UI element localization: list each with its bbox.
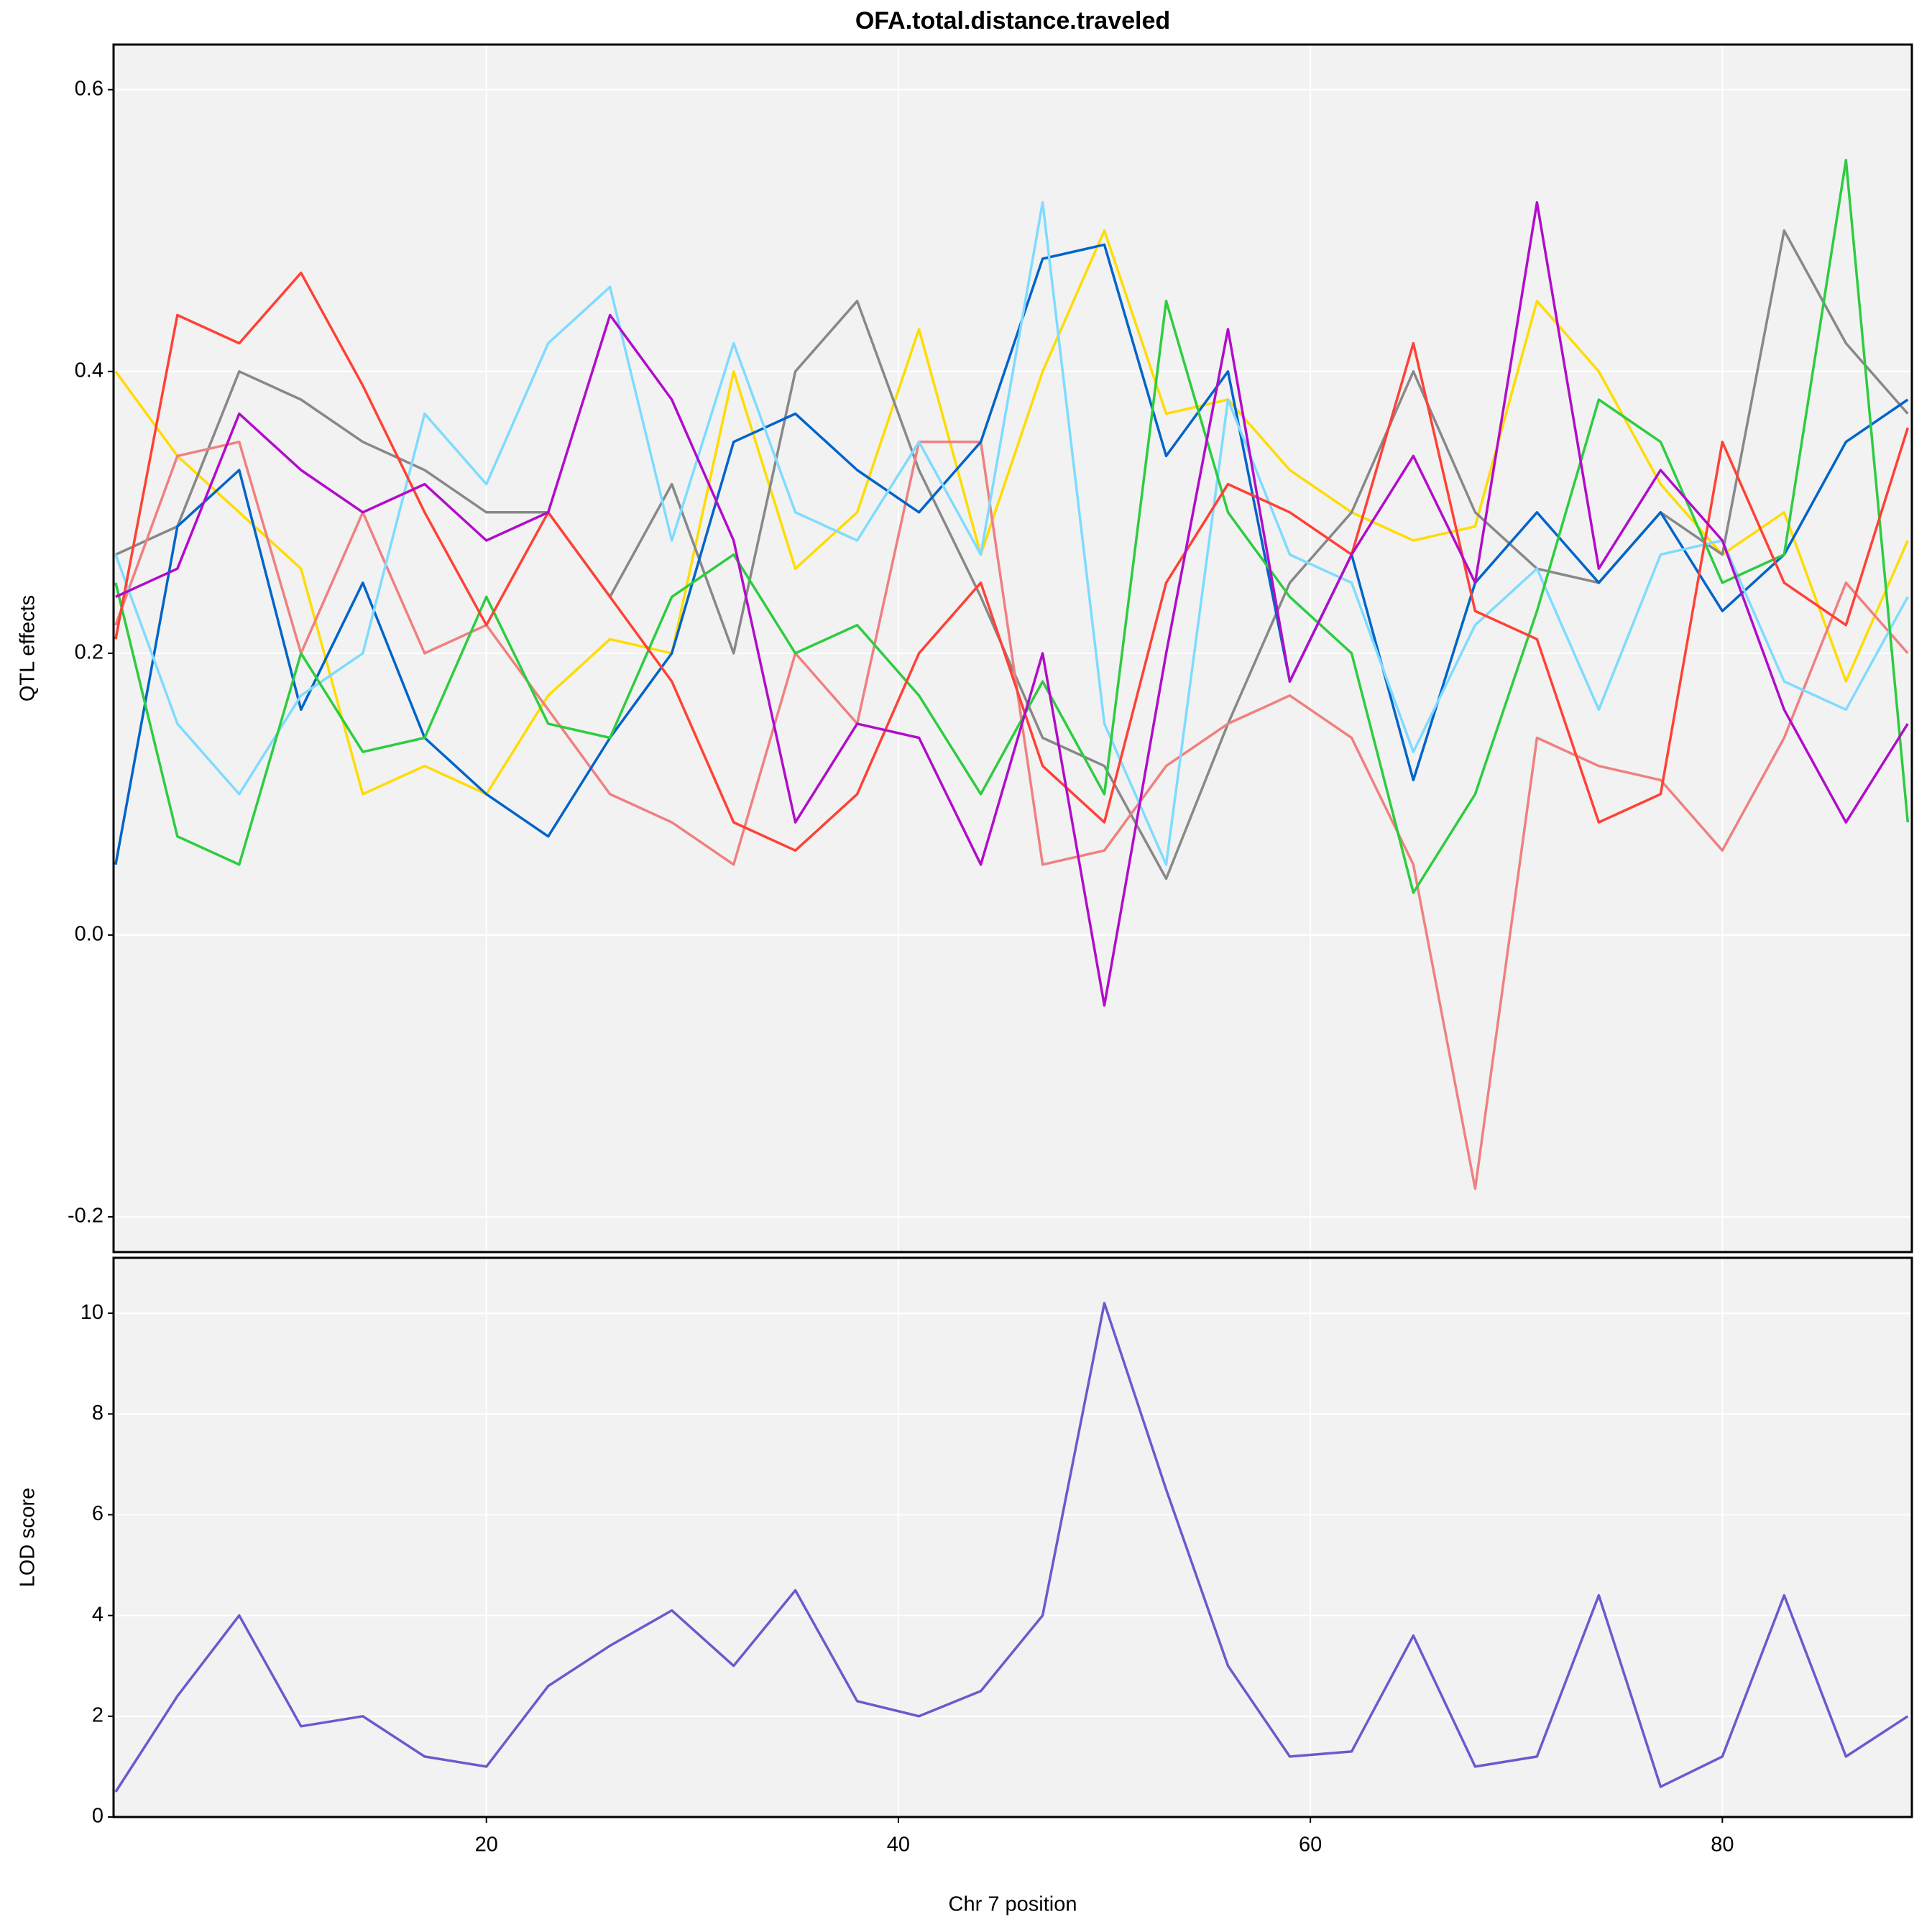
y-tick-label: 0.2: [75, 641, 104, 664]
y-tick-label: 4: [92, 1603, 104, 1626]
y-axis-label: LOD score: [17, 1488, 40, 1588]
y-tick-label: 8: [92, 1402, 104, 1425]
plot-frame: [112, 1256, 1913, 1818]
x-tick-label: 40: [887, 1834, 910, 1857]
y-tick-label: 0: [92, 1805, 104, 1828]
series-line: [114, 441, 1909, 1190]
x-axis-label: Chr 7 position: [949, 1893, 1077, 1916]
y-axis-label: QTL effects: [17, 595, 40, 702]
plot-area: [114, 45, 1912, 1252]
x-tick-label: 20: [475, 1834, 498, 1857]
series-line: [115, 201, 1909, 1007]
chart-title: OFA.total.distance.traveled: [855, 7, 1170, 34]
x-tick-label: 60: [1299, 1834, 1322, 1857]
y-tick-label: 10: [80, 1301, 104, 1324]
y-tick-label: 6: [92, 1502, 104, 1525]
series-line: [114, 229, 1909, 796]
y-tick-label: 2: [92, 1703, 104, 1726]
plot-area: [114, 1258, 1912, 1817]
series-line: [114, 271, 1909, 852]
y-tick-label: -0.2: [68, 1205, 104, 1228]
y-tick-label: 0.0: [75, 923, 104, 946]
y-tick-label: 0.6: [75, 77, 104, 100]
plot-frame: [112, 43, 1913, 1254]
series-line: [114, 243, 1909, 865]
series-line: [114, 201, 1909, 866]
y-tick-label: 0.4: [75, 359, 104, 382]
x-tick-label: 80: [1711, 1834, 1734, 1857]
series-line: [114, 158, 1910, 894]
series-line: [114, 1302, 1909, 1793]
